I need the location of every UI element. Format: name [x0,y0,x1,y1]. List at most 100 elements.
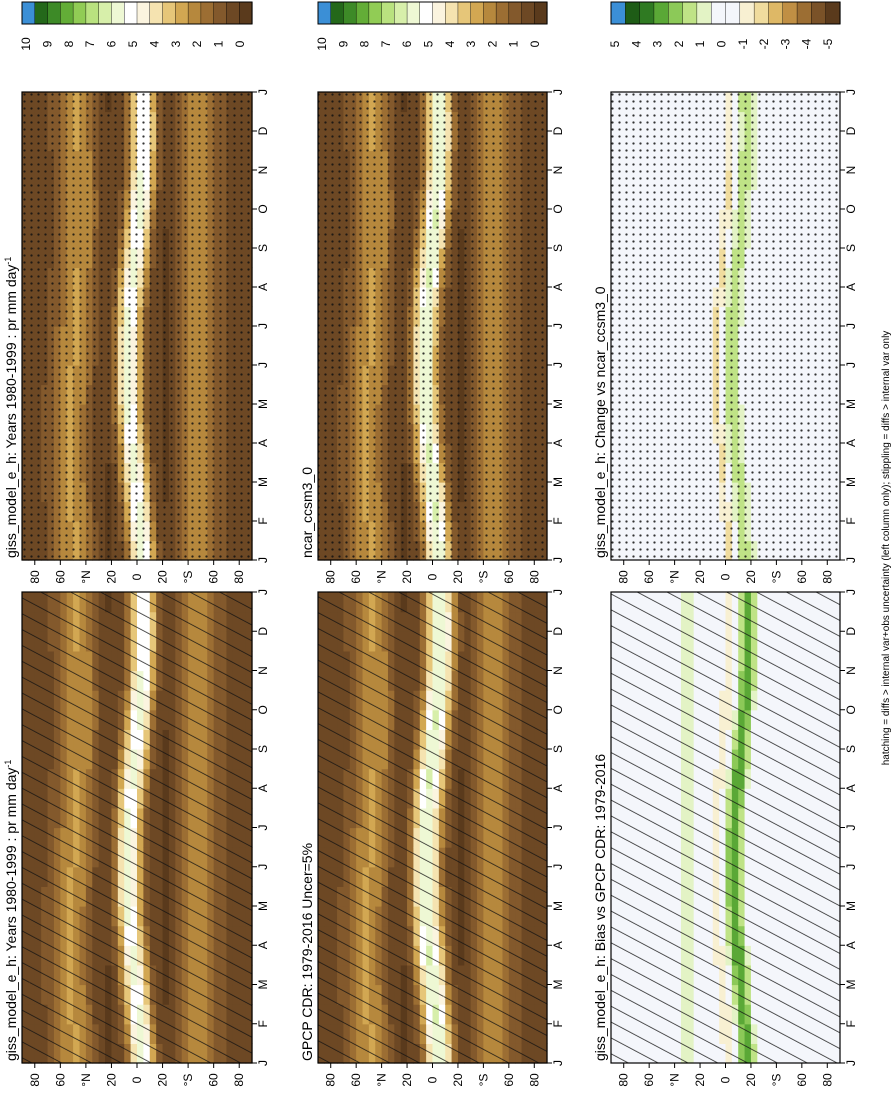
stippling-overlay-p4 [318,92,547,560]
month-tick-label: A [551,439,565,447]
month-tick-label: J [844,1060,858,1066]
month-tick-label: D [551,126,565,135]
colorbar-swatch [60,1,74,25]
month-tick-label: F [256,517,270,524]
colorbar-swatch [47,1,61,25]
colorbar-tick-label: 2 [190,40,204,47]
colorbar-swatch [72,1,87,25]
month-tick-label: S [551,244,565,252]
figure-footer: hatching = diffs > internal var+obs unce… [881,331,892,766]
lat-tick-label: °N [79,570,93,583]
colorbar-swatch [483,1,497,25]
colorbar-tick-label: 7 [379,40,393,47]
month-tick-label: O [256,204,270,213]
month-tick-label: N [256,666,270,675]
lat-tick-label: 60 [207,1073,221,1087]
lat-tick-label: 0 [130,1076,144,1083]
colorbar-swatch [124,1,138,25]
month-tick-label: J [256,864,270,870]
colorbar-swatch [21,1,36,25]
month-tick-label: J [844,589,858,595]
month-tick-label: A [551,784,565,792]
chart-panel-p5: giss_model_e_h: Bias vs GPCP CDR: 1979-2… [592,589,858,1087]
month-tick-label: D [551,627,565,636]
month-tick-label: J [256,825,270,831]
colorbar-swatch [534,1,548,25]
colorbar-swatch [355,1,370,25]
lat-tick-label: °S [476,1074,490,1087]
month-tick-label: J [256,1060,270,1066]
month-tick-label: N [256,166,270,175]
month-tick-label: F [551,517,565,524]
month-tick-label: J [256,589,270,595]
lat-tick-label: 0 [719,1076,733,1083]
month-tick-label: J [551,89,565,95]
chart-panel-p2: giss_model_e_h: Years 1980-1999 : pr mm … [3,1,270,584]
hatching-overlay-p5 [611,592,840,1063]
lat-axis-p4: 80 60 °N 20 0 20 °S 60 80 [324,560,541,584]
month-tick-label: D [844,627,858,636]
lat-tick-label: 0 [426,1076,440,1083]
colorbar-swatch [111,1,125,25]
colorbar-swatch [85,1,100,25]
lat-tick-label: 80 [232,570,246,584]
colorbar-swatch [213,1,228,25]
month-tick-label: S [256,745,270,753]
lat-tick-label: 80 [617,1073,631,1087]
month-tick-label: O [844,705,858,714]
colorbar-swatch [394,1,408,25]
lat-tick-label: °N [79,1073,93,1086]
lat-tick-label: °N [375,1073,389,1086]
month-tick-label: A [844,784,858,792]
colorbar-swatch [136,1,151,25]
lat-tick-label: 20 [400,570,414,584]
month-tick-label: A [844,941,858,949]
colorbar-tick-label: 1 [212,40,226,47]
lat-tick-label: °N [668,1073,682,1086]
colorbar-tick-label: 6 [105,40,119,47]
month-tick-label: M [256,901,270,911]
colorbar-swatch [457,1,472,25]
panel-title-p3: GPCP CDR: 1979-2016 Uncer=5% [299,843,315,1061]
lat-tick-label: 80 [820,1073,834,1087]
colorbar-swatch [239,1,253,25]
lat-tick-label: 20 [451,1073,465,1087]
lat-tick-label: °N [375,570,389,583]
lat-tick-label: 80 [232,1073,246,1087]
month-tick-label: S [551,745,565,753]
lat-tick-label: 20 [693,1073,707,1087]
colorbar-swatch [226,1,240,25]
lat-tick-label: 60 [53,570,67,584]
lat-tick-label: °S [769,1074,783,1087]
colorbar-swatch [381,1,395,25]
colorbar-tick-label: 6 [400,40,414,47]
month-tick-label: M [256,477,270,487]
colorbar-tick-label: 2 [485,40,499,47]
colorbar-swatch [34,1,49,25]
lat-tick-label: 60 [502,570,516,584]
lat-tick-label: 80 [527,1073,541,1087]
month-tick-label: J [256,89,270,95]
month-tick-label: N [844,666,858,675]
colorbar-swatch [495,1,510,25]
colorbar-tick-label: 10 [19,37,33,51]
month-tick-label: M [256,399,270,409]
colorbar-tick-label: 8 [358,40,372,47]
month-tick-label: M [551,901,565,911]
colorbar-tick-label: 3 [464,40,478,47]
panel-title-p1: giss_model_e_h: Years 1980-1999 : pr mm … [3,760,19,1061]
lat-tick-label: 80 [324,570,338,584]
colorbar-tick-label: 4 [147,40,161,47]
month-tick-label: J [551,825,565,831]
panel-title-p5: giss_model_e_h: Bias vs GPCP CDR: 1979-2… [592,754,608,1061]
hatching-overlay-p1 [22,592,252,1063]
lat-tick-label: 20 [104,570,118,584]
unit-superscript: -1 [3,760,13,768]
lat-tick-label: 0 [130,573,144,580]
colorbar-frame [317,1,548,25]
month-tick-label: M [844,980,858,990]
